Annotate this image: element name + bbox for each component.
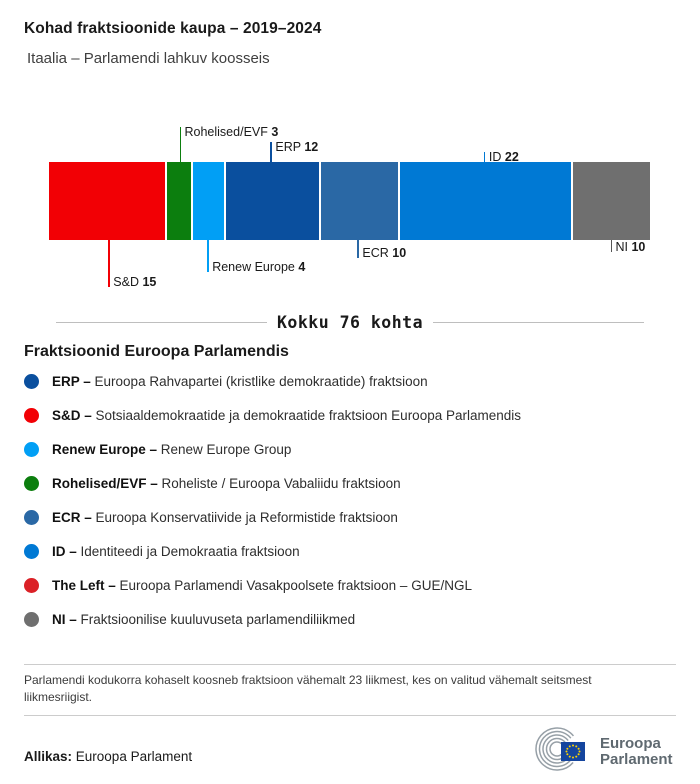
renew-color-dot	[24, 441, 39, 457]
footer-divider	[24, 715, 676, 716]
european-parliament-logo-icon	[535, 727, 585, 771]
bar-segment-erp	[225, 162, 321, 240]
legend-item-ni: NI – Fraktsioonilise kuuluvuseta parlame…	[24, 602, 674, 636]
legend-item-name: ID –	[52, 543, 81, 559]
legend-item-desc: Euroopa Konservatiivide ja Reformistide …	[95, 509, 398, 525]
legend-item-erp: ERP – Euroopa Rahvapartei (kristlike dem…	[24, 364, 674, 398]
annotation-label: ECR 10	[362, 246, 407, 260]
legend-item-desc: Renew Europe Group	[160, 441, 292, 457]
source-label: Allikas:	[24, 749, 73, 764]
footnote-text: Parlamendi kodukorra kohaselt koosneb fr…	[24, 673, 592, 704]
bar-segment-id	[400, 162, 573, 240]
sd-color-dot	[24, 407, 39, 423]
legend-item-desc: Identiteedi ja Demokraatia fraktsioon	[80, 543, 300, 559]
total-seats-row: Kokku 76 kohta	[56, 312, 645, 332]
legend-item-sd: S&D – Sotsiaaldemokraatide ja demokraati…	[24, 398, 674, 432]
annotation-label: S&D 15	[113, 275, 157, 289]
legend-item-desc: Sotsiaaldemokraatide ja demokraatide fra…	[95, 407, 522, 423]
annotation-line	[270, 142, 272, 162]
legend-item-name: Renew Europe –	[52, 441, 161, 457]
legend-item-name: ECR –	[52, 509, 96, 525]
greens-color-dot	[24, 475, 39, 491]
total-rule-right	[433, 321, 645, 323]
annotation-line	[179, 127, 181, 162]
ep-logo-wordmark: Euroopa Parlament	[600, 736, 673, 768]
legend-item-name: ERP –	[52, 373, 95, 389]
legend-item-id: ID – Identiteedi ja Demokraatia fraktsio…	[24, 534, 674, 568]
annotation-line	[610, 240, 612, 252]
legend-item-desc: Roheliste / Euroopa Vabaliidu fraktsioon	[161, 475, 401, 491]
bar-segment-ni	[572, 162, 650, 240]
eu-flag-icon	[561, 742, 585, 761]
legend-heading: Fraktsioonid Euroopa Parlamendis	[24, 343, 289, 360]
annotation-label: ERP 12	[275, 140, 319, 154]
annotation-line	[483, 152, 486, 162]
legend-item-name: Rohelised/EVF –	[52, 475, 162, 491]
source-value: Euroopa Parlament	[72, 749, 193, 764]
legend-item-renew: Renew Europe – Renew Europe Group	[24, 432, 674, 466]
annotation-line	[357, 240, 359, 258]
legend-item-name: S&D –	[52, 407, 96, 423]
footnote-divider	[24, 664, 676, 665]
legend-list: ERP – Euroopa Rahvapartei (kristlike dem…	[24, 364, 674, 636]
legend-item-desc: Euroopa Parlamendi Vasakpoolsete fraktsi…	[119, 577, 472, 593]
annotation-line	[207, 240, 209, 272]
legend-item-desc: Fraktsioonilise kuuluvuseta parlamendili…	[80, 611, 356, 627]
legend-item-ecr: ECR – Euroopa Konservatiivide ja Reformi…	[24, 500, 674, 534]
annotation-label: NI 10	[615, 240, 646, 254]
source-line: Allikas: Euroopa Parlament	[24, 749, 192, 764]
total-seats-label: Kokku 76 kohta	[276, 312, 424, 332]
ni-color-dot	[24, 611, 39, 627]
page-title: Kohad fraktsioonide kaupa – 2019–2024	[24, 20, 322, 37]
legend-item-desc: Euroopa Rahvapartei (kristlike demokraat…	[94, 373, 428, 389]
annotation-label: Renew Europe 4	[212, 260, 306, 274]
stacked-bar	[49, 162, 650, 240]
erp-color-dot	[24, 373, 39, 389]
bar-segment-renew-europe	[192, 162, 226, 240]
legend-item-name: NI –	[52, 611, 81, 627]
total-rule-left	[56, 321, 267, 323]
ep-logo-line2: Parlament	[600, 751, 673, 768]
left-color-dot	[24, 577, 39, 593]
annotation-line	[108, 240, 110, 287]
bar-segment-ecr	[320, 162, 400, 240]
annotation-label: ID 22	[488, 150, 519, 164]
page-subtitle: Itaalia – Parlamendi lahkuv koosseis	[27, 50, 270, 67]
legend-item-greens: Rohelised/EVF – Roheliste / Euroopa Vaba…	[24, 466, 674, 500]
legend-item-name: The Left –	[52, 577, 120, 593]
bar-segment-rohelised-evf	[167, 162, 193, 240]
ecr-color-dot	[24, 509, 39, 525]
legend-item-left: The Left – Euroopa Parlamendi Vasakpools…	[24, 568, 674, 602]
annotation-label: Rohelised/EVF 3	[184, 125, 279, 139]
bar-segment-s-d	[49, 162, 168, 240]
ep-logo-line1: Euroopa	[600, 735, 661, 752]
id-color-dot	[24, 543, 39, 559]
